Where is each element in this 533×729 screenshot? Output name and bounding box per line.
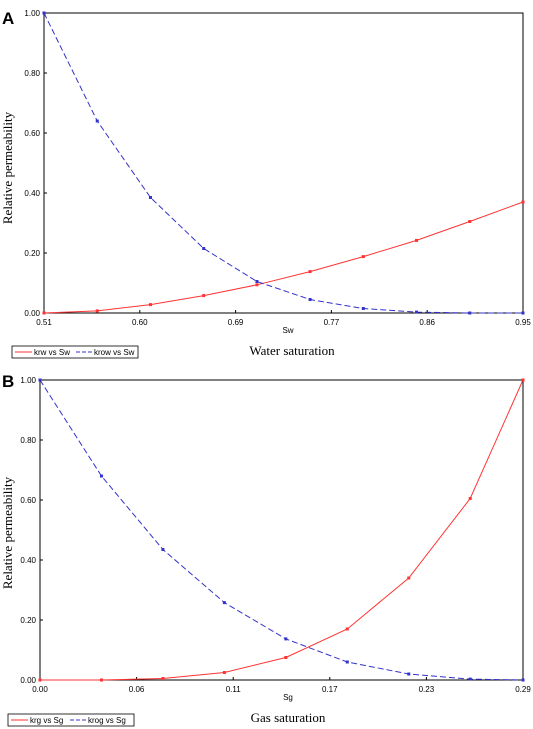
data-point-krow xyxy=(148,196,152,199)
y-axis-label: Relative permeability xyxy=(0,476,15,589)
x-tick-label: 0.77 xyxy=(324,318,340,327)
x-axis-caption: Water saturation xyxy=(249,343,335,358)
series-line-krg xyxy=(40,379,524,681)
series-line-krw xyxy=(43,201,524,314)
x-tick-label: 0.23 xyxy=(419,685,435,694)
legend-label-krg: krg vs Sg xyxy=(30,716,63,725)
legend-box xyxy=(11,345,139,359)
data-point-krg xyxy=(345,627,349,631)
data-point-krow xyxy=(415,310,419,314)
y-tick-label: 1.00 xyxy=(20,376,36,385)
data-point-krw xyxy=(308,270,312,274)
x-axis-label: Sw xyxy=(282,326,293,335)
data-point-krog xyxy=(222,601,226,605)
data-point-krow xyxy=(361,307,365,310)
data-point-krow xyxy=(95,119,99,123)
data-point-krw xyxy=(468,220,472,223)
data-point-krw xyxy=(521,200,525,204)
panel-b: B Relative permeability 0.00 0.20 0.40 0.60… xyxy=(0,372,531,727)
x-tick-label: 0.06 xyxy=(129,685,145,694)
data-point-krow xyxy=(308,298,312,301)
y-tick-label: 1.00 xyxy=(24,9,40,18)
y-axis-ticks: 0.00 0.20 0.40 0.60 0.80 1.00 xyxy=(24,9,47,318)
y-tick-label: 0.20 xyxy=(20,616,36,625)
y-tick-label: 0.20 xyxy=(24,249,40,258)
data-point-krw xyxy=(148,303,152,307)
data-point-krog xyxy=(284,637,288,641)
x-tick-label: 0.00 xyxy=(32,685,48,694)
legend: krw vs Sw krow vs Sw xyxy=(11,345,139,359)
data-point-krog xyxy=(38,378,42,382)
data-point-krow xyxy=(521,311,525,315)
data-point-krog xyxy=(161,548,165,551)
y-tick-label: 0.80 xyxy=(24,69,40,78)
data-point-krg xyxy=(407,576,411,580)
plot-frame xyxy=(39,379,524,681)
legend: krg vs Sg krog vs Sg xyxy=(7,713,135,727)
y-tick-label: 0.60 xyxy=(24,129,40,138)
panel-label: A xyxy=(2,9,14,28)
data-point-krow xyxy=(42,11,46,15)
y-tick-label: 0.80 xyxy=(20,436,36,445)
x-axis-ticks: 0.51 0.60 0.69 0.77 0.86 0.95 xyxy=(36,310,531,327)
x-tick-label: 0.17 xyxy=(322,685,338,694)
plot-frame xyxy=(43,12,524,314)
y-tick-label: 0.00 xyxy=(24,309,40,318)
data-point-krg xyxy=(99,678,103,682)
data-point-krw xyxy=(361,255,365,259)
x-tick-label: 0.11 xyxy=(226,685,242,694)
data-point-krw xyxy=(42,311,46,315)
data-point-krow xyxy=(468,311,472,315)
data-point-krog xyxy=(345,660,349,664)
data-point-krw xyxy=(202,294,206,298)
legend-label-krow: krow vs Sw xyxy=(94,348,135,357)
data-point-krw xyxy=(95,309,99,313)
data-point-krg xyxy=(468,497,472,500)
data-point-krog xyxy=(521,678,525,682)
data-point-krg xyxy=(38,678,42,682)
x-axis-caption: Gas saturation xyxy=(251,710,326,725)
series-line-krow xyxy=(43,12,523,314)
data-point-krg xyxy=(521,378,525,382)
x-tick-label: 0.86 xyxy=(419,318,435,327)
y-tick-label: 0.00 xyxy=(20,676,36,685)
x-tick-label: 0.51 xyxy=(36,318,52,327)
y-axis-label: Relative permeability xyxy=(0,111,15,224)
x-tick-label: 0.60 xyxy=(132,318,148,327)
data-point-krw xyxy=(255,283,259,287)
series-line-krog xyxy=(39,379,524,681)
y-tick-label: 0.40 xyxy=(20,556,36,565)
panel-label: B xyxy=(2,372,14,391)
data-point-krg xyxy=(222,671,226,674)
data-point-krog xyxy=(99,474,103,478)
data-point-krg xyxy=(284,656,288,659)
panel-a: A Relative permeability 0.00 0.20 0.40 0.60… xyxy=(0,9,531,359)
x-tick-label: 0.95 xyxy=(515,318,531,327)
data-point-krow xyxy=(202,247,206,250)
data-point-krw xyxy=(415,238,419,242)
data-point-krog xyxy=(468,677,472,681)
x-tick-label: 0.69 xyxy=(228,318,244,327)
legend-label-krog: krog vs Sg xyxy=(88,716,126,725)
legend-label-krw: krw vs Sw xyxy=(34,348,70,357)
data-point-krg xyxy=(161,677,165,680)
x-axis-label: Sg xyxy=(283,693,293,702)
y-tick-label: 0.60 xyxy=(20,496,36,505)
data-point-krow xyxy=(255,280,259,283)
series-layer xyxy=(38,378,525,682)
series-layer xyxy=(42,11,525,315)
y-tick-label: 0.40 xyxy=(24,189,40,198)
x-tick-label: 0.29 xyxy=(515,685,531,694)
data-point-krog xyxy=(407,672,411,676)
